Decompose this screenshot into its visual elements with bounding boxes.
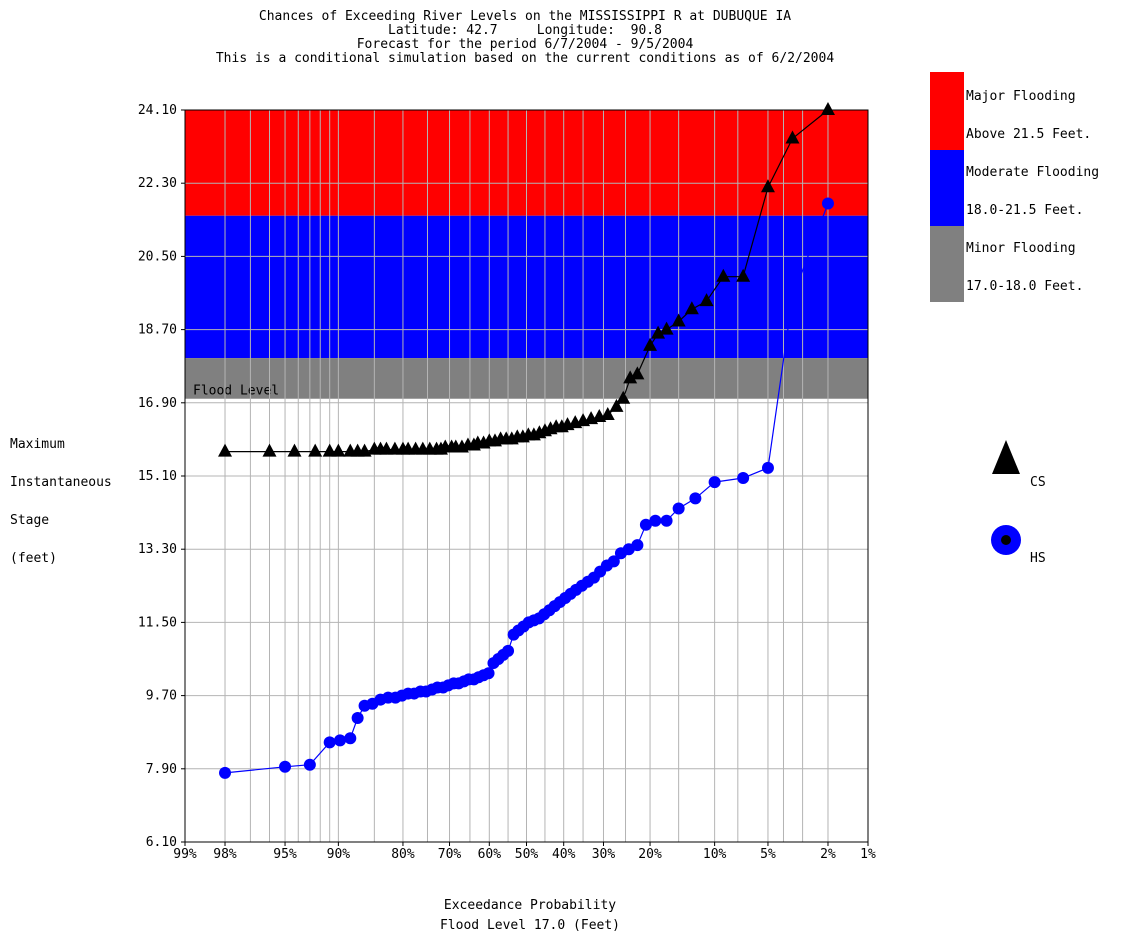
point-cs (262, 443, 277, 457)
point-hs (786, 291, 799, 304)
point-hs (334, 734, 347, 747)
x-tick-label: 90% (327, 847, 351, 862)
point-cs (684, 301, 699, 315)
point-hs (761, 461, 774, 474)
x-tick-label: 1% (860, 847, 876, 862)
point-hs (344, 732, 357, 745)
point-hs (323, 736, 336, 749)
y-tick-label: 13.30 (138, 542, 177, 557)
point-hs (502, 644, 515, 657)
y-tick-label: 6.10 (146, 835, 177, 850)
point-cs (716, 268, 731, 282)
legend-moderate-range: 18.0-21.5 Feet. (966, 203, 1084, 218)
point-cs (651, 325, 666, 339)
x-axis-label-line-2: Flood Level 17.0 (Feet) (439, 918, 620, 933)
legend-hs-marker-center (1001, 535, 1011, 545)
point-hs (219, 766, 232, 779)
point-hs (607, 555, 620, 568)
point-hs (351, 711, 364, 724)
legend-minor-label: Minor Flooding (966, 241, 1076, 256)
x-tick-label: 99% (173, 847, 197, 862)
x-tick-label: 20% (638, 847, 662, 862)
legend-major-label: Major Flooding (966, 89, 1076, 104)
x-tick-label: 2% (820, 847, 836, 862)
legend-hs-label: HS (1030, 551, 1046, 566)
x-tick-label: 60% (478, 847, 502, 862)
legend-cs-label: CS (1030, 475, 1046, 490)
legend-minor-range: 17.0-18.0 Feet. (966, 279, 1084, 294)
point-cs (609, 398, 624, 412)
x-tick-label: 50% (515, 847, 539, 862)
y-tick-label: 24.10 (138, 103, 177, 118)
y-axis-label-line-3: Stage (10, 513, 50, 528)
y-tick-label: 11.50 (138, 615, 177, 630)
x-tick-label: 95% (273, 847, 297, 862)
legend-moderate-swatch (930, 150, 964, 226)
point-hs (737, 472, 750, 485)
point-hs (821, 197, 834, 210)
x-tick-label: 40% (552, 847, 576, 862)
legend-major-range: Above 21.5 Feet. (966, 127, 1092, 142)
y-axis-label-line-4: (feet) (10, 551, 57, 566)
point-cs (331, 443, 346, 457)
point-cs (630, 366, 645, 380)
x-tick-label: 10% (703, 847, 727, 862)
point-hs (660, 514, 673, 527)
point-cs (659, 321, 674, 335)
chart-title-line-4: This is a conditional simulation based o… (215, 51, 835, 66)
y-tick-label: 15.10 (138, 469, 177, 484)
x-tick-label: 80% (391, 847, 415, 862)
point-hs (689, 492, 702, 505)
point-cs (287, 443, 302, 457)
x-axis-label-line-1: Exceedance Probability (443, 898, 617, 913)
y-tick-label: 20.50 (138, 249, 177, 264)
point-hs (482, 667, 495, 680)
x-tick-label: 98% (213, 847, 237, 862)
x-tick-label: 5% (760, 847, 776, 862)
y-axis-label-line-2: Instantaneous (10, 475, 112, 490)
y-tick-label: 16.90 (138, 396, 177, 411)
point-cs (785, 130, 800, 144)
y-tick-label: 22.30 (138, 176, 177, 191)
point-hs (672, 502, 685, 515)
chart-title-line-1: Chances of Exceeding River Levels on the… (258, 9, 792, 24)
legend-cs-marker (992, 440, 1020, 474)
legend-major-swatch (930, 72, 964, 150)
legend-moderate-label: Moderate Flooding (966, 165, 1100, 180)
flood-level-label: Flood Level (193, 384, 279, 399)
point-cs (643, 337, 658, 351)
y-tick-label: 18.70 (138, 323, 177, 338)
point-cs (218, 443, 233, 457)
point-cs (308, 443, 323, 457)
y-tick-label: 7.90 (146, 762, 177, 777)
point-cs (600, 407, 615, 420)
point-hs (639, 518, 652, 531)
point-cs (623, 370, 638, 384)
point-cs (699, 293, 714, 307)
y-tick-label: 9.70 (146, 689, 177, 704)
point-hs (631, 539, 644, 552)
chart-title-line-2: Latitude: 42.7 Longitude: 90.8 (388, 23, 662, 38)
legend-minor-swatch (930, 226, 964, 302)
x-tick-label: 30% (592, 847, 616, 862)
point-hs (708, 476, 721, 489)
point-cs (760, 179, 775, 193)
y-axis-label-line-1: Maximum (10, 437, 65, 452)
point-cs (616, 390, 631, 404)
point-cs (736, 268, 751, 282)
point-cs (820, 102, 835, 115)
point-hs (649, 514, 662, 527)
chart-title-line-3: Forecast for the period 6/7/2004 - 9/5/2… (356, 37, 694, 52)
point-hs (303, 758, 316, 771)
x-tick-label: 70% (438, 847, 462, 862)
point-hs (279, 760, 292, 773)
point-cs (671, 313, 686, 327)
